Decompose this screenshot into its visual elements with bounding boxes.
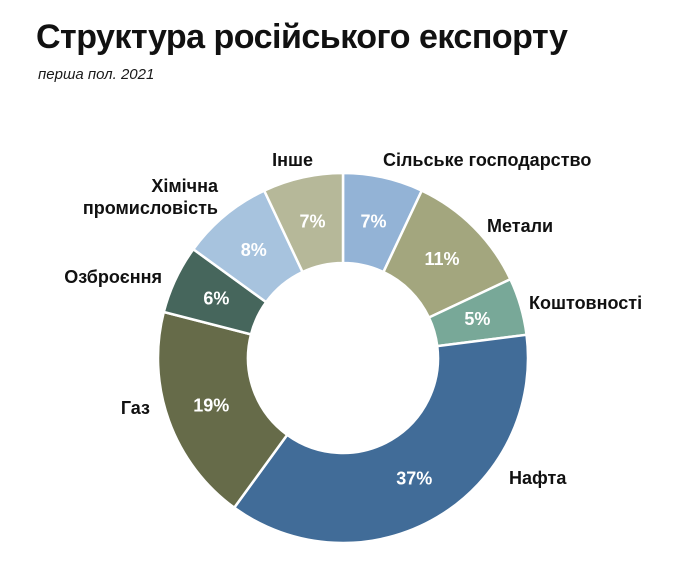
chart-subtitle: перша пол. 2021	[38, 66, 155, 83]
slice-value-label: 7%	[299, 211, 325, 231]
slice-value-label: 37%	[396, 469, 432, 489]
chart-title: Структура російського експорту	[36, 18, 568, 56]
slice-value-label: 5%	[464, 309, 490, 329]
slice-category-label: Сільське господарство	[383, 150, 591, 170]
slice-category-label: Хімічна промисловість	[83, 176, 219, 218]
slice-category-label: Інше	[272, 150, 313, 170]
slice-category-label: Коштовності	[529, 293, 642, 313]
slice-7	[262, 171, 345, 274]
slice-category-label: Озброєння	[64, 267, 162, 287]
slice-category-label: Нафта	[509, 468, 567, 488]
slice-value-label: 7%	[361, 211, 387, 231]
slice-category-label: Метали	[487, 216, 553, 236]
slice-value-label: 6%	[203, 288, 229, 308]
slice-4	[156, 310, 289, 510]
slice-value-label: 8%	[241, 240, 267, 260]
slice-value-label: 19%	[193, 395, 229, 415]
slice-value-label: 11%	[424, 249, 459, 269]
slice-3	[232, 333, 530, 545]
slice-category-label: Газ	[121, 398, 150, 418]
